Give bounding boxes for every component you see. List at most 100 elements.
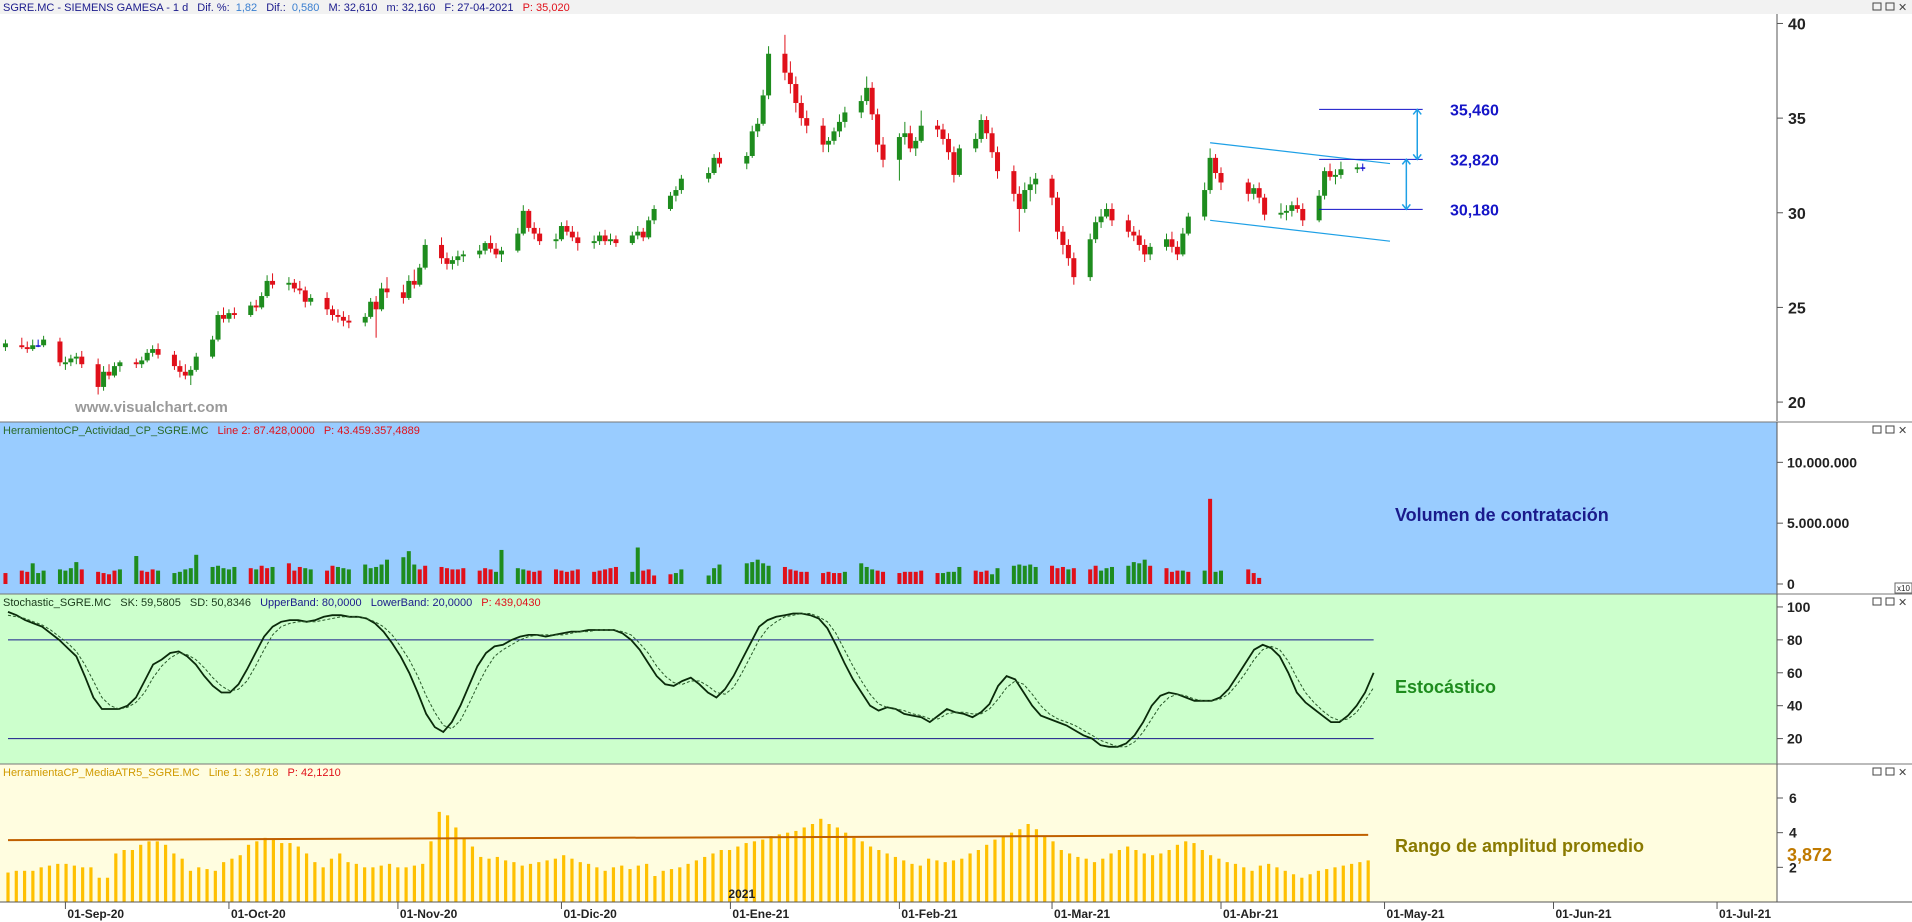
candle-body xyxy=(836,121,842,132)
volume-bar xyxy=(232,566,237,584)
price-y-axis: 20 25 30 35 40 xyxy=(1777,16,1806,412)
volume-bar xyxy=(177,571,182,584)
stoch-header-upper: UpperBand: 80,0000 xyxy=(260,597,362,609)
price-window-controls[interactable]: ✕ xyxy=(1872,2,1907,14)
atr-bar xyxy=(64,863,68,902)
atr-bar xyxy=(379,865,383,902)
candle-body xyxy=(1283,210,1289,213)
minimize-icon[interactable] xyxy=(1872,2,1882,11)
maximize-icon[interactable] xyxy=(1885,597,1895,606)
maximize-icon[interactable] xyxy=(1885,2,1895,11)
volume-y-axis: 10.000.000 5.000.000 0 xyxy=(1777,454,1857,592)
volume-bar xyxy=(804,571,809,584)
minimize-icon[interactable] xyxy=(1872,767,1882,776)
volume-window-controls[interactable]: ✕ xyxy=(1872,425,1907,437)
atr-bar xyxy=(1101,858,1105,902)
candle xyxy=(760,89,766,126)
stoch-window-controls[interactable]: ✕ xyxy=(1872,597,1907,609)
atr-bar xyxy=(893,856,898,902)
volume-bar xyxy=(286,563,291,584)
atr-bar xyxy=(1208,855,1213,902)
candle-body xyxy=(831,131,837,141)
header-min: m: 32,160 xyxy=(386,2,435,14)
y-tick-label: 40 xyxy=(1787,698,1803,714)
atr-window-controls[interactable]: ✕ xyxy=(1872,767,1907,779)
volume-bar xyxy=(902,571,907,584)
volume-bar xyxy=(19,570,24,584)
volume-bar xyxy=(613,566,618,584)
candle-body xyxy=(667,195,673,209)
volume-bar xyxy=(341,568,346,584)
candle xyxy=(935,120,941,138)
x-tick-label: 01-Oct-20 xyxy=(231,907,286,921)
volume-bar xyxy=(210,566,215,584)
candle-body xyxy=(798,102,804,119)
candle xyxy=(155,343,161,359)
minimize-icon[interactable] xyxy=(1872,425,1882,434)
atr-bar xyxy=(1358,862,1362,902)
candle xyxy=(324,292,330,315)
candle-body xyxy=(248,305,254,315)
header-date: F: 27-04-2021 xyxy=(444,2,513,14)
atr-bar xyxy=(39,867,43,902)
minimize-icon[interactable] xyxy=(1872,597,1882,606)
candle-body xyxy=(869,87,875,115)
volume-bar xyxy=(117,569,122,584)
atr-bar xyxy=(902,860,906,902)
close-icon[interactable]: ✕ xyxy=(1898,767,1907,779)
atr-bar xyxy=(1175,844,1180,902)
candle xyxy=(286,277,292,291)
atr-bar xyxy=(761,839,765,902)
volume-bar xyxy=(635,547,640,584)
candle-body xyxy=(1033,178,1039,185)
candle xyxy=(400,284,406,304)
atr-current-value: 3,872 xyxy=(1787,845,1832,865)
volume-bar xyxy=(897,573,902,584)
x-tick-label: 01-Nov-20 xyxy=(400,907,458,921)
candle xyxy=(869,82,875,121)
candle xyxy=(766,46,772,100)
atr-bar xyxy=(636,865,640,902)
atr-bar xyxy=(645,863,649,902)
volume-bar xyxy=(1137,563,1142,584)
candle xyxy=(362,313,368,327)
candle xyxy=(1049,174,1055,206)
volume-bar xyxy=(1126,565,1131,584)
volume-bar xyxy=(455,569,460,584)
candle-body xyxy=(1289,205,1295,211)
volume-bar xyxy=(63,570,68,584)
volume-bar xyxy=(1213,571,1218,584)
atr-bar xyxy=(130,850,135,902)
x-tick-label: 01-Feb-21 xyxy=(901,907,957,921)
volume-bar xyxy=(951,571,956,584)
year-marker: 2021 xyxy=(728,887,755,901)
candle-body xyxy=(956,148,962,175)
volume-bar xyxy=(592,571,597,584)
volume-bar xyxy=(575,569,580,584)
candle xyxy=(30,339,36,351)
candle-body xyxy=(1147,246,1153,255)
candle-body xyxy=(482,243,488,251)
volume-bar xyxy=(25,571,30,584)
candle xyxy=(717,152,723,168)
candle-body xyxy=(215,314,221,340)
maximize-icon[interactable] xyxy=(1885,767,1895,776)
volume-bar xyxy=(526,570,531,584)
maximize-icon[interactable] xyxy=(1885,425,1895,434)
atr-bar xyxy=(927,858,931,902)
candle-body xyxy=(804,118,810,126)
close-icon[interactable]: ✕ xyxy=(1898,2,1907,14)
candle-body xyxy=(417,267,423,285)
volume-bar xyxy=(826,571,831,584)
candle xyxy=(1262,193,1268,221)
candle-body xyxy=(558,226,564,240)
close-icon[interactable]: ✕ xyxy=(1898,425,1907,437)
atr-bar xyxy=(1142,853,1146,902)
volume-bar xyxy=(439,566,444,584)
candle-body xyxy=(1125,220,1131,232)
close-icon[interactable]: ✕ xyxy=(1898,597,1907,609)
price-targets: 35,460 32,820 30,180 xyxy=(1319,102,1499,219)
atr-bar xyxy=(727,850,732,902)
volume-bar xyxy=(750,562,755,584)
